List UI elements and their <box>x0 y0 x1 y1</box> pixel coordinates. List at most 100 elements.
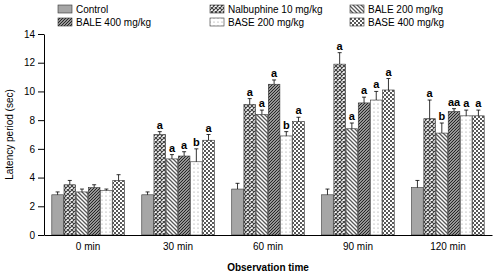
significance-label: b <box>438 110 445 122</box>
bar <box>460 116 472 235</box>
bar <box>334 64 346 235</box>
tick: 90 min <box>343 235 373 252</box>
error-bar <box>80 189 84 192</box>
bar <box>76 192 88 235</box>
significance-label: a <box>349 110 356 122</box>
tick-mark <box>38 149 44 150</box>
legend-item: BALE 200 mg/kg <box>350 4 443 15</box>
legend-swatch <box>350 5 364 13</box>
error-bar <box>362 97 366 103</box>
legend: Control Nalbuphine 10 mg/kg BALE 200 mg/kg… <box>58 4 444 28</box>
significance-label: a <box>247 86 254 98</box>
tick: 60 min <box>253 235 283 252</box>
tick: 12 <box>24 57 44 68</box>
bar <box>436 133 448 235</box>
plot: 024681012140 min30 min60 min90 min120 mi… <box>24 29 493 252</box>
significance-label: a <box>169 142 176 154</box>
bar <box>142 195 154 235</box>
error-bar <box>260 110 264 114</box>
error-bar <box>117 175 121 181</box>
error-bar <box>104 189 108 190</box>
tick-mark <box>38 91 44 92</box>
x-axis-title: Observation time <box>227 262 309 273</box>
tick-mark <box>38 178 44 179</box>
significance-label: a <box>259 97 266 109</box>
error-bar <box>464 110 468 116</box>
legend-label: BASE 400 mg/kg <box>368 17 444 28</box>
legend-item: BALE 400 mg/kg <box>58 17 151 28</box>
legend-swatch <box>210 18 224 26</box>
bar <box>178 156 190 235</box>
tick-mark <box>38 206 44 207</box>
bar <box>166 159 178 235</box>
significance-label: a <box>157 119 164 131</box>
bar <box>191 162 203 235</box>
legend-item: Control <box>58 4 108 15</box>
bar <box>358 103 370 235</box>
bar <box>424 119 436 235</box>
error-bar <box>207 135 211 141</box>
error-bar <box>236 183 240 189</box>
tick-label: 120 min <box>430 241 466 252</box>
error-bar <box>386 79 390 90</box>
bar <box>244 104 256 235</box>
legend-label: Control <box>76 4 108 15</box>
error-bar <box>284 132 288 136</box>
tick-mark <box>38 120 44 121</box>
bar <box>154 135 166 236</box>
legend-item: Nalbuphine 10 mg/kg <box>210 4 323 15</box>
significance-label: a <box>271 67 278 79</box>
legend-swatch <box>350 18 364 26</box>
bar <box>64 185 76 235</box>
error-bar <box>146 192 150 195</box>
error-bar <box>440 123 444 133</box>
bar <box>101 190 113 235</box>
significance-labels: aaaaaaabaaaaabbaaaaaa <box>157 40 483 154</box>
tick: 8 <box>29 115 44 126</box>
error-bar <box>428 100 432 119</box>
tick-label: 0 min <box>76 241 100 252</box>
tick: 6 <box>29 144 44 155</box>
tick-label: 0 <box>29 230 35 241</box>
bar <box>113 180 125 235</box>
tick-label: 6 <box>29 144 35 155</box>
y-axis: 02468101214 <box>24 29 45 241</box>
tick-label: 60 min <box>253 241 283 252</box>
error-bar <box>350 123 354 129</box>
bar <box>232 189 244 235</box>
y-axis-title: Latency period (sec) <box>4 89 15 180</box>
significance-label: a <box>463 97 470 109</box>
error-bar <box>476 110 480 116</box>
tick: 4 <box>29 172 44 183</box>
legend-label: BALE 200 mg/kg <box>368 4 443 15</box>
significance-label: a <box>205 122 212 134</box>
error-bar <box>68 180 72 184</box>
significance-label: a <box>181 139 188 151</box>
bar <box>412 188 424 235</box>
significance-label: a <box>337 40 344 52</box>
tick-mark <box>38 63 44 64</box>
tick: 0 <box>29 230 44 241</box>
legend-label: BALE 400 mg/kg <box>76 17 151 28</box>
bar <box>383 90 395 235</box>
error-bar <box>194 149 198 162</box>
error-bar <box>325 189 329 195</box>
bar <box>203 140 215 235</box>
significance-label: a <box>361 84 368 96</box>
error-bar <box>338 53 342 64</box>
error-bar <box>415 180 419 187</box>
tick-label: 12 <box>24 57 36 68</box>
bar <box>280 136 292 235</box>
x-axis: 0 min 30 min 60 min 90 min 120 min <box>45 235 493 252</box>
tick: 30 min <box>163 235 193 252</box>
significance-label: a <box>427 87 434 99</box>
bar <box>52 195 64 235</box>
tick-mark <box>38 34 44 35</box>
bar <box>370 100 382 235</box>
legend-swatch <box>210 5 224 13</box>
significance-label: a <box>475 97 482 109</box>
error-bar <box>248 99 252 105</box>
significance-label: aa <box>448 96 461 108</box>
bar <box>293 122 305 235</box>
tick-label: 4 <box>29 172 35 183</box>
